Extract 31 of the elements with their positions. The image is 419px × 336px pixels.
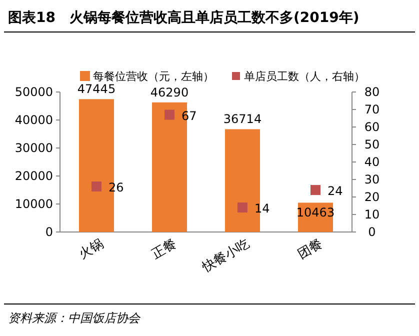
legend-label: 单店员工数（人，右轴） <box>244 70 365 83</box>
y-tick-label: 0 <box>45 225 53 239</box>
y-tick-label: 40000 <box>14 113 53 127</box>
data-label: 47445 <box>77 82 116 96</box>
data-label: 24 <box>328 184 343 198</box>
text: 资料来源：中国饭店协会 <box>8 311 141 325</box>
y2-tick-label: 50 <box>364 138 380 152</box>
point <box>92 182 102 192</box>
legend-label: 每餐位营收（元，左轴） <box>93 70 214 83</box>
x-tick-label: 快餐小吃 <box>199 236 252 276</box>
chart-title: 图表18 火锅每餐位营收高且单店员工数不多(2019年) <box>8 9 360 26</box>
data-label: 46290 <box>150 85 189 100</box>
point <box>310 185 320 195</box>
y2-tick-label: 80 <box>364 85 380 99</box>
y2-tick-label: 20 <box>364 190 380 204</box>
data-label: 36714 <box>223 112 262 126</box>
y2-tick-label: 60 <box>364 120 380 134</box>
x-tick-label: 团餐 <box>295 236 326 262</box>
y-tick-label: 30000 <box>14 141 53 155</box>
y2-tick-label: 0 <box>368 225 376 239</box>
y2-tick-label: 40 <box>364 155 380 169</box>
y-tick-label: 10000 <box>14 197 53 211</box>
x-tick-label: 正餐 <box>149 236 180 262</box>
y2-tick-label: 30 <box>364 172 380 186</box>
point <box>238 202 248 212</box>
y2-tick-label: 10 <box>364 208 380 222</box>
y-tick-label: 50000 <box>14 85 53 99</box>
y-tick-label: 20000 <box>14 169 53 183</box>
x-tick-label: 火锅 <box>76 236 106 262</box>
point <box>164 110 174 120</box>
y2-tick-label: 70 <box>364 102 380 116</box>
